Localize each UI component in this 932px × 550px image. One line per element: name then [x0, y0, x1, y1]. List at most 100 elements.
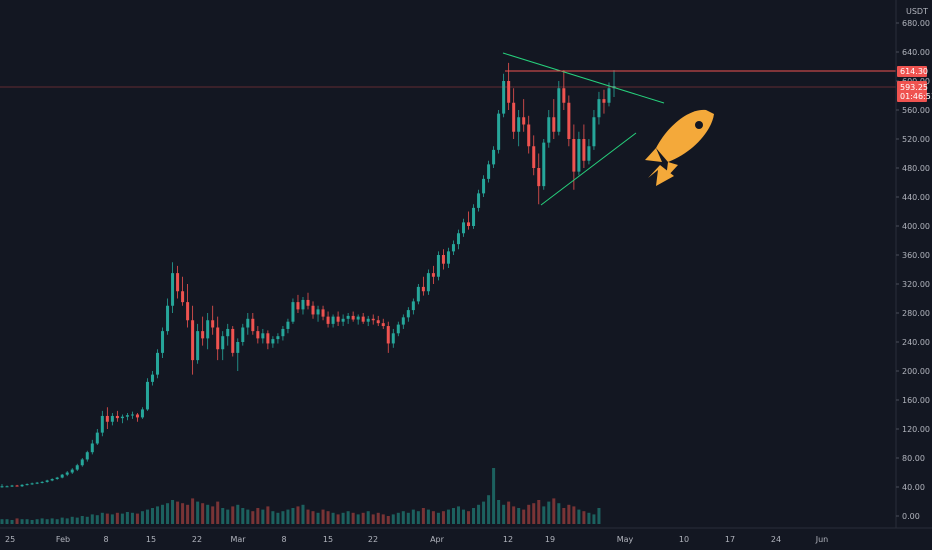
volume-bar — [211, 506, 215, 524]
volume-bar — [577, 509, 581, 524]
candle-body — [201, 331, 205, 339]
volume-bar — [186, 504, 190, 524]
volume-bar — [246, 509, 250, 524]
candle-body — [472, 207, 476, 226]
candle-body — [386, 326, 390, 344]
time-tick-label: Apr — [430, 535, 445, 544]
time-axis[interactable]: 25 Feb 8 15 22 Mar 8 15 22 Apr 12 19 May 10 17 24 Jun — [5, 535, 828, 544]
volume-bar — [356, 514, 360, 524]
candle-body — [251, 318, 255, 332]
volume-bar — [281, 511, 285, 524]
candle-body — [241, 327, 245, 342]
candle-body — [191, 320, 195, 361]
time-tick-label: 12 — [503, 535, 513, 544]
volume-bar — [40, 518, 44, 524]
candle-body — [221, 336, 225, 350]
volume-bar — [331, 512, 335, 524]
volume-bar — [0, 519, 4, 524]
candle-body — [85, 452, 89, 460]
volume-bar — [100, 512, 104, 524]
volume-bar — [451, 508, 455, 524]
candle-body — [70, 469, 74, 473]
candle-body — [296, 302, 300, 310]
candle-body — [216, 327, 220, 350]
candle-body — [130, 414, 134, 416]
candle-body — [25, 484, 29, 486]
volume-bar — [512, 506, 516, 524]
candle-body — [171, 273, 175, 306]
volume-bar — [236, 504, 240, 524]
candle-body — [105, 415, 109, 422]
candle-body — [145, 381, 149, 410]
candle-body — [206, 320, 210, 339]
time-tick-label: 17 — [725, 535, 735, 544]
candle-body — [140, 409, 144, 418]
candle-body — [532, 146, 536, 168]
volume-bar — [567, 504, 571, 524]
candle-body — [15, 485, 19, 487]
volume-bar — [241, 508, 245, 524]
candle-body — [161, 331, 165, 353]
volume-bar — [176, 501, 180, 524]
price-tick-label: 40.00 — [902, 483, 925, 492]
price-tick-label: 160.00 — [902, 396, 930, 405]
price-tick-label: 440.00 — [902, 193, 930, 202]
candle-body — [196, 331, 200, 361]
candle-body — [572, 139, 576, 172]
svg-text:614.30: 614.30 — [900, 67, 928, 76]
volume-bar — [150, 508, 154, 524]
volume-bar — [441, 511, 445, 524]
volume-bar — [181, 503, 185, 524]
candle-body — [306, 299, 310, 306]
volume-bar — [562, 508, 566, 524]
candle-body — [507, 81, 511, 103]
volume-bar — [507, 501, 511, 524]
candle-body — [497, 113, 501, 150]
candle-body — [336, 316, 340, 322]
volume-bar — [85, 516, 89, 524]
volume-bar — [477, 504, 481, 524]
rocket-icon[interactable] — [645, 109, 714, 186]
candle-body — [527, 124, 531, 147]
price-tick-label: 0.00 — [902, 512, 920, 521]
candle-body — [125, 415, 129, 417]
volume-bar — [472, 508, 476, 524]
candle-body — [592, 117, 596, 147]
volume-bar — [341, 512, 345, 524]
volume-bar — [306, 509, 310, 524]
candle-body — [487, 164, 491, 179]
volume-bar — [446, 509, 450, 524]
last-price-tag: 593.25 01:46:51 — [897, 81, 932, 102]
candle-body — [176, 273, 180, 292]
svg-text:593.25: 593.25 — [900, 83, 928, 92]
price-tick-label: 200.00 — [902, 367, 930, 376]
time-tick-label: Feb — [56, 535, 70, 544]
volume-bar — [256, 508, 260, 524]
triangle-upper-trendline[interactable] — [502, 52, 665, 104]
volume-bar — [20, 519, 24, 524]
volume-bar — [366, 511, 370, 524]
candle-body — [135, 414, 139, 418]
candle-body — [110, 415, 114, 422]
candle-body — [441, 255, 445, 264]
candle-body — [522, 117, 526, 125]
candle-body — [156, 352, 160, 375]
candle-body — [552, 117, 556, 132]
time-tick-label: 15 — [146, 535, 156, 544]
candle-body — [547, 117, 551, 143]
candle-body — [371, 318, 375, 321]
price-tick-label: 520.00 — [902, 135, 930, 144]
candle-body — [331, 316, 335, 324]
candle-body — [60, 474, 64, 478]
candle-body — [462, 222, 466, 234]
candles-layer — [0, 62, 616, 488]
time-tick-label: 8 — [103, 535, 108, 544]
volume-bar — [45, 519, 49, 524]
triangle-lower-trendline[interactable] — [540, 132, 637, 206]
candle-body — [396, 324, 400, 334]
volume-bar — [456, 506, 460, 524]
volume-bar — [110, 514, 114, 524]
volume-bar — [311, 511, 315, 524]
candle-body — [607, 88, 611, 103]
